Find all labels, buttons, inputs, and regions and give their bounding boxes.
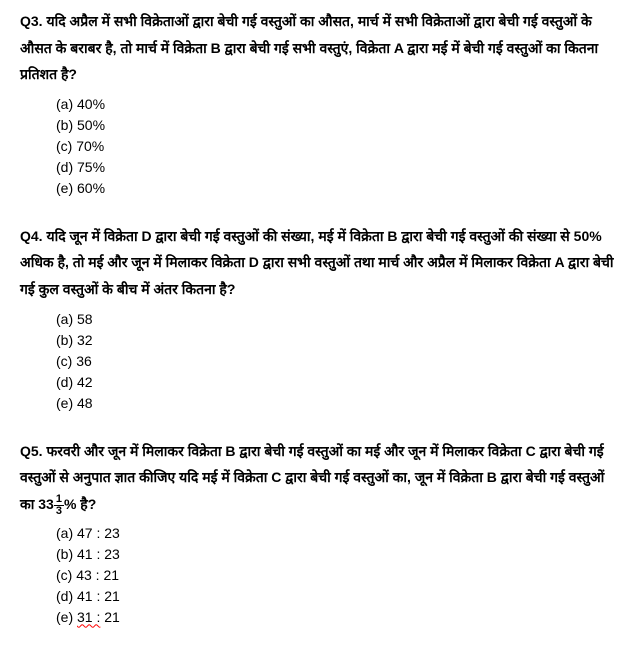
- option-b: (b) 32: [56, 330, 618, 351]
- question-5-text: Q5. फरवरी और जून में मिलाकर विक्रेता B द…: [20, 438, 618, 518]
- option-d: (d) 41 : 21: [56, 586, 618, 607]
- option-c: (c) 36: [56, 351, 618, 372]
- wavy-text: 31 :: [77, 609, 100, 625]
- option-c: (c) 70%: [56, 136, 618, 157]
- option-d: (d) 75%: [56, 157, 618, 178]
- option-a: (a) 58: [56, 309, 618, 330]
- option-b: (b) 50%: [56, 115, 618, 136]
- fraction-denominator: 3: [54, 506, 64, 517]
- question-4: Q4. यदि जून में विक्रेता D द्वारा बेची ग…: [20, 223, 618, 414]
- question-3: Q3. यदि अप्रैल में सभी विक्रेताओं द्वारा…: [20, 8, 618, 199]
- question-3-text: Q3. यदि अप्रैल में सभी विक्रेताओं द्वारा…: [20, 8, 618, 88]
- option-a: (a) 47 : 23: [56, 523, 618, 544]
- option-a: (a) 40%: [56, 94, 618, 115]
- question-5-label: Q5.: [20, 443, 43, 459]
- question-5: Q5. फरवरी और जून में मिलाकर विक्रेता B द…: [20, 438, 618, 629]
- question-5-options: (a) 47 : 23 (b) 41 : 23 (c) 43 : 21 (d) …: [20, 523, 618, 628]
- option-e: (e) 48: [56, 393, 618, 414]
- option-b: (b) 41 : 23: [56, 544, 618, 565]
- fraction-one-third: 13: [54, 494, 64, 517]
- question-4-options: (a) 58 (b) 32 (c) 36 (d) 42 (e) 48: [20, 309, 618, 414]
- option-e: (e) 31 : 21: [56, 607, 618, 628]
- question-3-options: (a) 40% (b) 50% (c) 70% (d) 75% (e) 60%: [20, 94, 618, 199]
- question-4-label: Q4.: [20, 228, 43, 244]
- question-3-label: Q3.: [20, 13, 43, 29]
- question-4-body: यदि जून में विक्रेता D द्वारा बेची गई वस…: [20, 228, 613, 297]
- option-d: (d) 42: [56, 372, 618, 393]
- fraction-numerator: 1: [54, 494, 64, 506]
- question-3-body: यदि अप्रैल में सभी विक्रेताओं द्वारा बेच…: [20, 13, 598, 82]
- option-c: (c) 43 : 21: [56, 565, 618, 586]
- question-4-text: Q4. यदि जून में विक्रेता D द्वारा बेची ग…: [20, 223, 618, 303]
- option-e: (e) 60%: [56, 178, 618, 199]
- question-5-body-before: फरवरी और जून में मिलाकर विक्रेता B द्वार…: [20, 443, 604, 512]
- question-5-body-after: % है?: [64, 496, 96, 512]
